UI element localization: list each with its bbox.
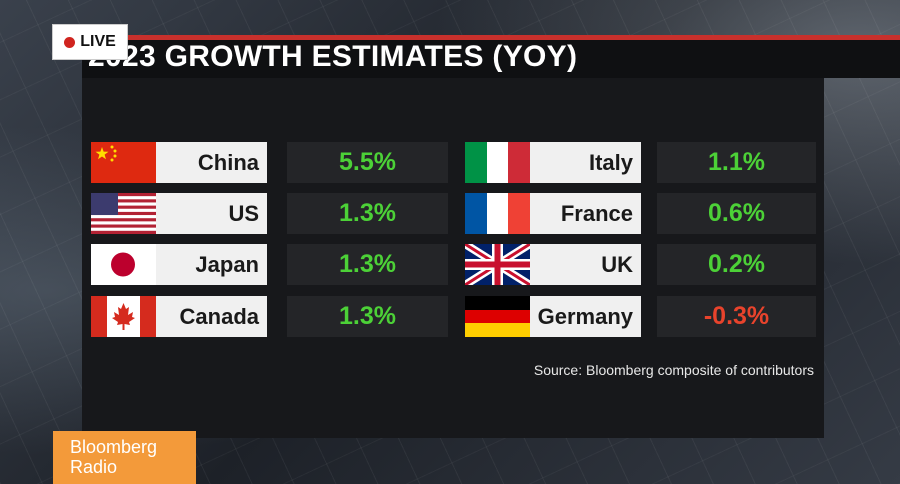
japan-flag-icon [91, 244, 156, 285]
live-dot-icon [64, 36, 76, 48]
country-label: Canada [179, 303, 259, 329]
brand-line-2: Radio [70, 457, 118, 477]
china-flag-icon [91, 142, 156, 183]
source-note: Source: Bloomberg composite of contribut… [533, 362, 814, 378]
country-card-france: France [465, 193, 641, 234]
country-label: Italy [588, 149, 633, 175]
value-label: 1.3% [339, 250, 396, 278]
france-flag-icon [465, 193, 530, 234]
value-box-us: 1.3% [287, 193, 448, 234]
value-label: 5.5% [339, 148, 396, 176]
country-label: Japan [195, 251, 259, 277]
country-label: US [228, 200, 259, 226]
value-box-canada: 1.3% [287, 296, 448, 337]
value-box-germany: -0.3% [657, 296, 816, 337]
title-band [82, 40, 900, 78]
canada-flag-icon [91, 296, 156, 337]
value-box-uk: 0.2% [657, 244, 816, 285]
value-label: 1.3% [339, 302, 396, 330]
country-label: China [197, 149, 259, 175]
value-label: 1.1% [708, 148, 765, 176]
value-box-france: 0.6% [657, 193, 816, 234]
country-label: UK [601, 251, 633, 277]
country-card-germany: Germany [465, 296, 641, 337]
us-flag-icon [91, 193, 156, 234]
country-card-china: China [91, 142, 267, 183]
value-label: 1.3% [339, 199, 396, 227]
value-label: 0.2% [708, 250, 765, 278]
country-card-uk: UK [465, 244, 641, 285]
bloomberg-radio-logo: Bloomberg Radio [53, 431, 196, 484]
country-card-italy: Italy [465, 142, 641, 183]
accent-bar [118, 35, 900, 40]
value-label: 0.6% [708, 199, 765, 227]
chart-title: 2023 GROWTH ESTIMATES (YOY) [88, 40, 578, 73]
value-box-italy: 1.1% [657, 142, 816, 183]
country-card-canada: Canada [91, 296, 267, 337]
country-card-us: US [91, 193, 267, 234]
value-label: -0.3% [703, 302, 770, 330]
live-label: LIVE [80, 33, 116, 50]
uk-flag-icon [465, 244, 530, 285]
country-card-japan: Japan [91, 244, 267, 285]
italy-flag-icon [465, 142, 530, 183]
germany-flag-icon [465, 296, 530, 337]
brand-line-1: Bloomberg [70, 437, 158, 457]
live-badge: LIVE [52, 24, 128, 60]
value-box-japan: 1.3% [287, 244, 448, 285]
country-label: France [560, 200, 633, 226]
country-label: Germany [537, 303, 633, 329]
value-box-china: 5.5% [287, 142, 448, 183]
